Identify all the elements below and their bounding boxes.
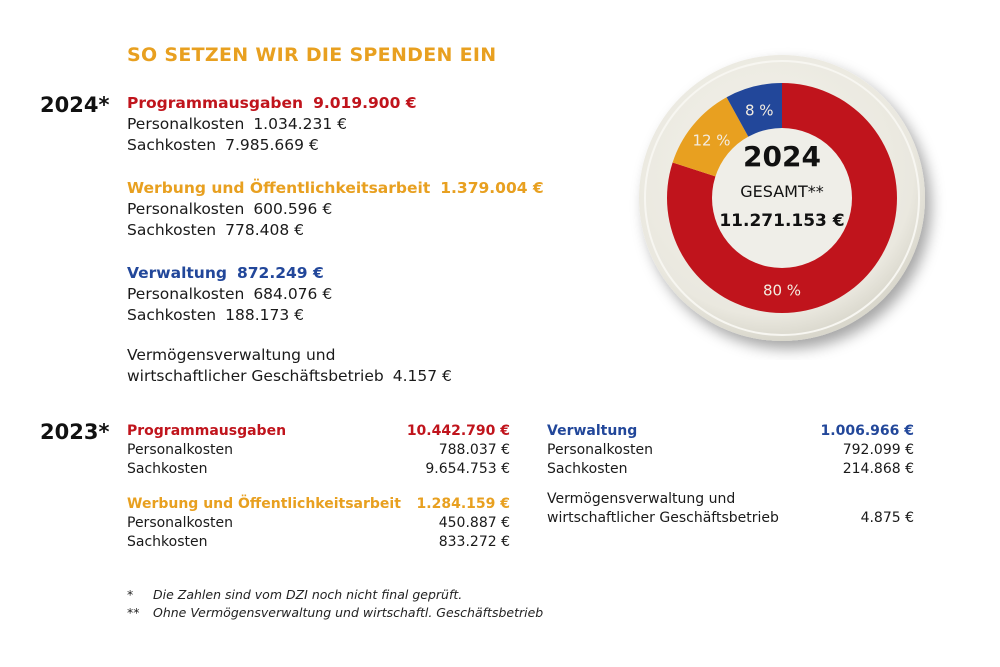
cost-line: Personalkosten 600.596 € bbox=[127, 199, 544, 220]
footnote: * Die Zahlen sind vom DZI noch nicht fina… bbox=[127, 586, 543, 604]
footnote-mark: * bbox=[127, 587, 134, 602]
donut-slice bbox=[726, 83, 782, 139]
cost-label: Sachkosten bbox=[127, 534, 208, 550]
cost-line: Personalkosten 792.099 € bbox=[547, 441, 914, 460]
footnote-text: Die Zahlen sind vom DZI noch nicht final… bbox=[153, 587, 463, 602]
chart-center-label: GESAMT** bbox=[740, 182, 823, 201]
donut-slice bbox=[667, 83, 897, 313]
cost-line: Personalkosten 450.887 € bbox=[127, 514, 510, 533]
cost-label: Sachkosten bbox=[127, 221, 217, 239]
cost-value: 788.037 € bbox=[438, 442, 510, 458]
chart-center bbox=[712, 128, 852, 268]
cost-value: 792.099 € bbox=[842, 442, 914, 458]
category-label: Werbung und Öffentlichkeitsarbeit bbox=[127, 496, 401, 512]
donut-slice bbox=[672, 97, 750, 177]
vermoegen-value: 4.157 € bbox=[392, 367, 452, 385]
cost-value: 7.985.669 € bbox=[225, 136, 319, 154]
cost-label: Sachkosten bbox=[127, 136, 217, 154]
cost-label: Personalkosten bbox=[547, 442, 653, 458]
y2023-programm-block: Programmausgaben 10.442.790 € Personalkos… bbox=[127, 422, 510, 479]
cost-line: Sachkosten 9.654.753 € bbox=[127, 460, 510, 479]
y2024-vermoegen-block: Vermögensverwaltung und wirtschaftlicher… bbox=[127, 345, 452, 387]
category-amount: 1.284.159 € bbox=[416, 496, 510, 512]
y2024-programm-block: Programmausgaben 9.019.900 € Personalkost… bbox=[127, 93, 417, 156]
y2024-verwaltung-block: Verwaltung 872.249 € Personalkosten 684.07… bbox=[127, 263, 332, 326]
y2024-werbung-block: Werbung und Öffentlichkeitsarbeit 1.379.0… bbox=[127, 178, 544, 241]
category-label: Verwaltung bbox=[547, 423, 638, 439]
y2023-werbung-block: Werbung und Öffentlichkeitsarbeit 1.284.1… bbox=[127, 495, 510, 552]
year-2023-label: 2023* bbox=[40, 420, 110, 444]
cost-label: Personalkosten bbox=[127, 285, 245, 303]
category-label: Verwaltung bbox=[127, 264, 227, 282]
y2024-verwaltung-head: Verwaltung 872.249 € bbox=[127, 263, 332, 284]
category-amount: 1.379.004 € bbox=[440, 179, 544, 197]
cost-value: 214.868 € bbox=[842, 461, 914, 477]
cost-value: 600.596 € bbox=[253, 200, 333, 218]
donut-slice-label: 80 % bbox=[763, 282, 801, 300]
chart-center-value: 11.271.153 € bbox=[719, 211, 844, 231]
cost-value: 684.076 € bbox=[253, 285, 333, 303]
page-title: SO SETZEN WIR DIE SPENDEN EIN bbox=[127, 44, 497, 66]
category-label: Werbung und Öffentlichkeitsarbeit bbox=[127, 179, 431, 197]
cost-line: Sachkosten 778.408 € bbox=[127, 220, 544, 241]
footnotes: * Die Zahlen sind vom DZI noch nicht fina… bbox=[127, 586, 543, 622]
cost-line: Personalkosten 788.037 € bbox=[127, 441, 510, 460]
cost-label: Sachkosten bbox=[127, 461, 208, 477]
cost-value: 188.173 € bbox=[225, 306, 304, 324]
chart-disk-rim bbox=[644, 60, 920, 336]
footnote-mark: ** bbox=[127, 605, 140, 620]
y2023-verwaltung-block: Verwaltung 1.006.966 € Personalkosten 792.… bbox=[547, 422, 914, 479]
cost-value: 833.272 € bbox=[438, 534, 510, 550]
year-2024-label: 2024* bbox=[40, 93, 110, 117]
y2023-programm-head: Programmausgaben 10.442.790 € bbox=[127, 422, 510, 441]
category-amount: 1.006.966 € bbox=[820, 423, 914, 439]
cost-label: Personalkosten bbox=[127, 515, 233, 531]
cost-value: 778.408 € bbox=[225, 221, 304, 239]
cost-line: Sachkosten 188.173 € bbox=[127, 305, 332, 326]
category-amount: 10.442.790 € bbox=[406, 423, 510, 439]
category-amount: 9.019.900 € bbox=[313, 94, 417, 112]
category-amount: 872.249 € bbox=[236, 264, 324, 282]
cost-label: Personalkosten bbox=[127, 442, 233, 458]
cost-value: 450.887 € bbox=[438, 515, 510, 531]
vermoegen-label-line2: wirtschaftlicher Geschäftsbetrieb bbox=[127, 367, 384, 385]
cost-line: Sachkosten 214.868 € bbox=[547, 460, 914, 479]
cost-value: 9.654.753 € bbox=[425, 461, 510, 477]
footnote-text: Ohne Vermögensverwaltung und wirtschaftl… bbox=[153, 605, 544, 620]
cost-line: Sachkosten 833.272 € bbox=[127, 533, 510, 552]
vermoegen-label-line2: wirtschaftlicher Geschäftsbetrieb bbox=[547, 510, 779, 526]
category-label: Programmausgaben bbox=[127, 423, 287, 439]
footnote: ** Ohne Vermögensverwaltung und wirtschaf… bbox=[127, 604, 543, 622]
cost-label: Sachkosten bbox=[127, 306, 217, 324]
cost-label: Personalkosten bbox=[127, 200, 245, 218]
y2023-werbung-head: Werbung und Öffentlichkeitsarbeit 1.284.1… bbox=[127, 495, 510, 514]
vermoegen-label-line1: Vermögensverwaltung und bbox=[127, 346, 336, 364]
y2024-programm-head: Programmausgaben 9.019.900 € bbox=[127, 93, 417, 114]
cost-label: Personalkosten bbox=[127, 115, 245, 133]
donut-slice-label: 8 % bbox=[745, 101, 774, 119]
y2023-verwaltung-head: Verwaltung 1.006.966 € bbox=[547, 422, 914, 441]
cost-line: Personalkosten 684.076 € bbox=[127, 284, 332, 305]
chart-title: 2024 bbox=[743, 140, 821, 173]
y2024-werbung-head: Werbung und Öffentlichkeitsarbeit 1.379.0… bbox=[127, 178, 544, 199]
cost-line: Personalkosten 1.034.231 € bbox=[127, 114, 417, 135]
vermoegen-label-line1: Vermögensverwaltung und bbox=[547, 491, 736, 507]
donut-chart: 2024 GESAMT** 11.271.153 € 80 % 12 % 8 % bbox=[639, 55, 925, 341]
cost-line: Sachkosten 7.985.669 € bbox=[127, 135, 417, 156]
y2023-vermoegen-block: Vermögensverwaltung und wirtschaftlicher… bbox=[547, 490, 914, 528]
donut-slice-label: 12 % bbox=[692, 132, 730, 150]
category-label: Programmausgaben bbox=[127, 94, 304, 112]
cost-value: 1.034.231 € bbox=[253, 115, 347, 133]
vermoegen-value: 4.875 € bbox=[860, 510, 914, 526]
cost-label: Sachkosten bbox=[547, 461, 628, 477]
